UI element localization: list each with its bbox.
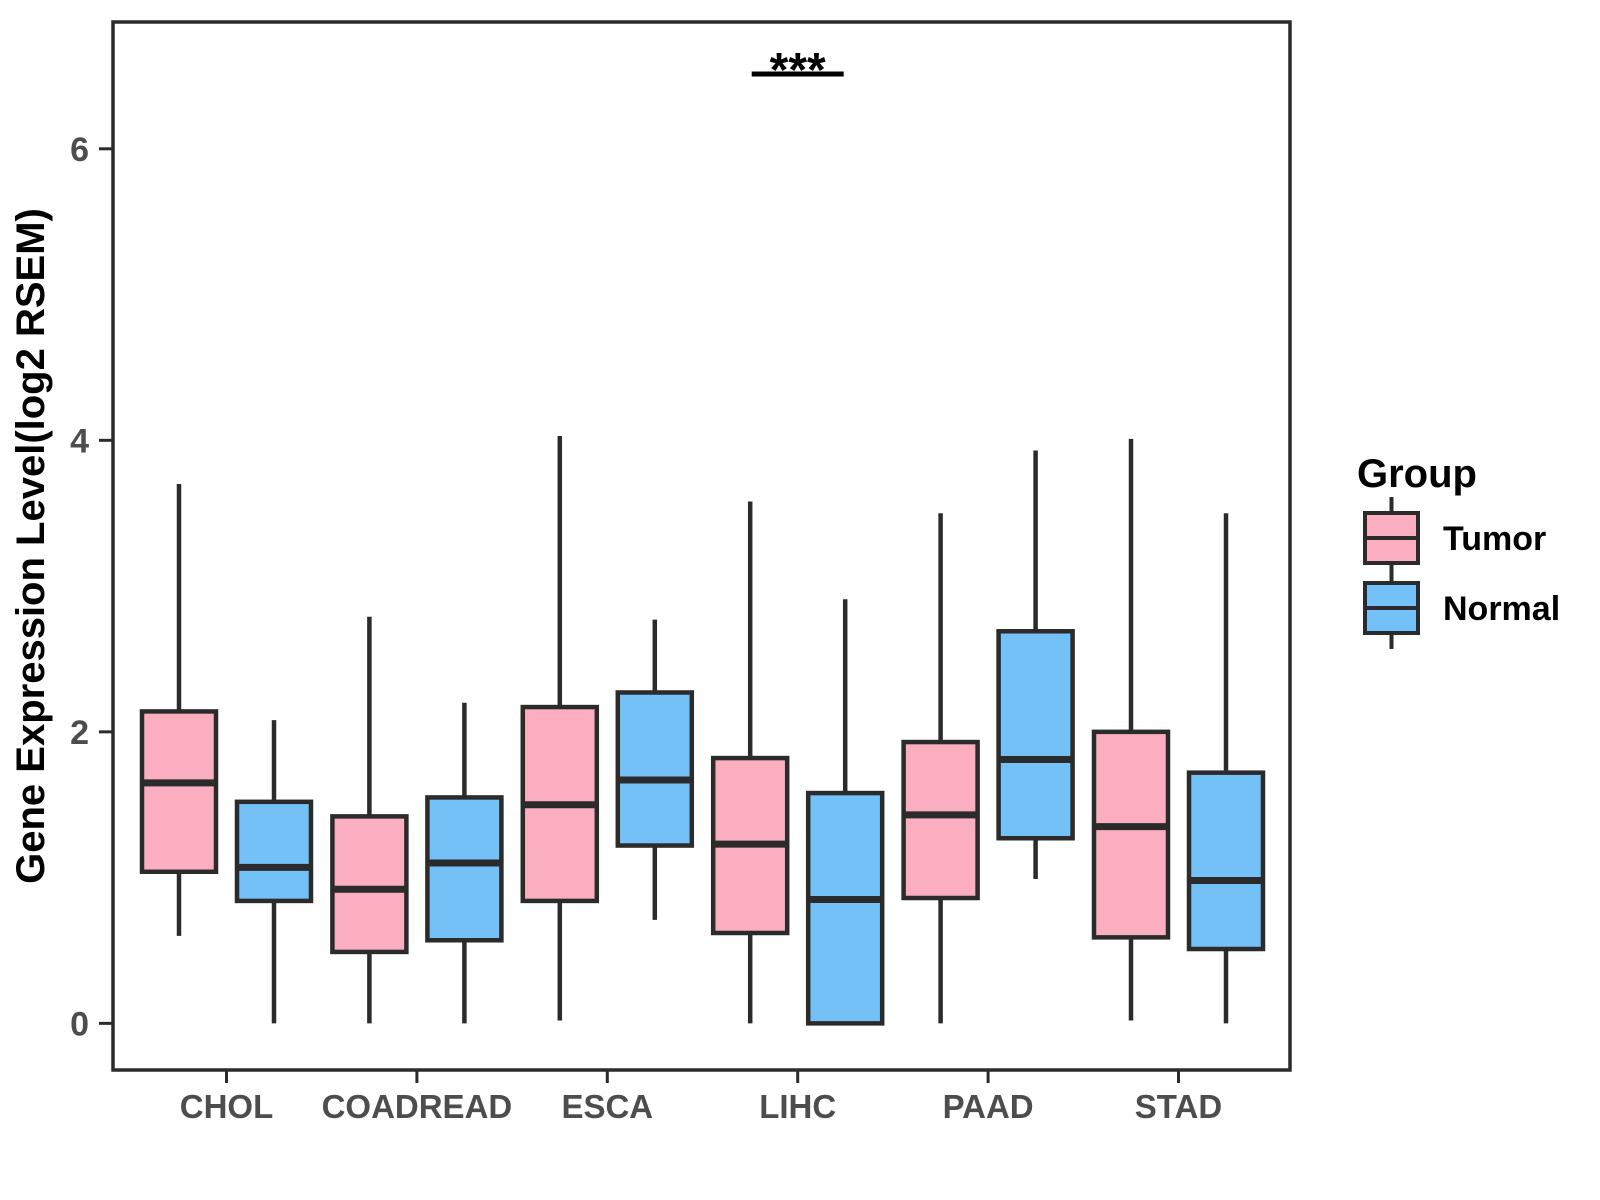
iqr-box-ESCA-Normal [615, 690, 695, 848]
x-tick-label-COADREAD: COADREAD [322, 1088, 513, 1125]
x-tick-label-LIHC: LIHC [759, 1088, 836, 1125]
legend: Group Tumor Normal [1357, 452, 1560, 649]
x-tick-label-CHOL: CHOL [180, 1088, 274, 1125]
panel-border [111, 20, 1292, 1072]
significance-label-LIHC: *** [770, 44, 826, 97]
y-tick-label-2: 2 [70, 714, 89, 752]
iqr-box-CHOL-Tumor [139, 709, 219, 875]
iqr-box-LIHC-Normal [805, 790, 885, 1026]
x-tick-label-ESCA: ESCA [561, 1088, 653, 1125]
x-tick-label-PAAD: PAAD [943, 1088, 1034, 1125]
y-tick-label-4: 4 [70, 422, 89, 460]
chart-marks: 0 2 4 6 CHOL COADREAD ESCA LIHC PAAD STAD *** [70, 20, 1292, 1125]
iqr-box-STAD-Tumor [1091, 729, 1171, 940]
y-axis-title: Gene Expression Level(log2 RSEM) [9, 208, 53, 884]
x-tick-label-STAD: STAD [1135, 1088, 1222, 1125]
y-tick-label-0: 0 [70, 1005, 89, 1043]
iqr-box-PAAD-Normal [996, 629, 1075, 841]
y-tick-label-6: 6 [70, 131, 89, 169]
legend-key-tumor [1363, 497, 1420, 579]
iqr-box-COADREAD-Normal [425, 795, 504, 943]
legend-key-normal [1363, 567, 1420, 649]
iqr-box-CHOL-Normal [234, 799, 314, 904]
iqr-box-COADREAD-Tumor [330, 814, 409, 955]
iqr-box-PAAD-Tumor [901, 739, 980, 901]
legend-label-normal: Normal [1443, 590, 1560, 628]
iqr-box-STAD-Normal [1186, 770, 1266, 952]
legend-title: Group [1357, 452, 1477, 496]
legend-label-tumor: Tumor [1443, 520, 1546, 558]
